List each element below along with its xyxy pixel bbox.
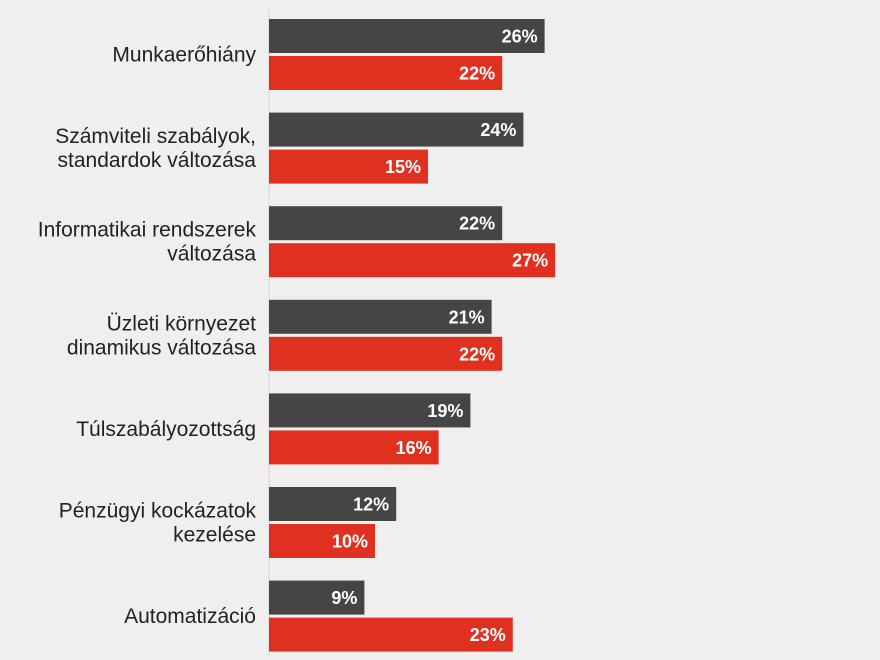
category-label-6-line2: kezelése: [173, 524, 256, 547]
data-label-series1-cat7: 9%: [331, 588, 357, 608]
category-label-3-line1: Informatikai rendszerek: [38, 219, 257, 242]
data-label-series1-cat3: 22%: [459, 214, 495, 234]
data-label-series2-cat5: 16%: [396, 438, 432, 458]
data-label-series2-cat6: 10%: [332, 532, 368, 552]
category-label-4-line2: dinamikus változása: [67, 336, 256, 359]
data-label-series2-cat2: 15%: [385, 157, 421, 177]
category-label-1: Munkaerőhiány: [112, 44, 256, 67]
category-label-5: Túlszabályozottság: [76, 418, 256, 441]
data-label-series2-cat7: 23%: [470, 625, 506, 645]
category-labels-group: Munkaerőhiány Számviteli szabályok,standa…: [38, 44, 257, 629]
data-label-series1-cat5: 19%: [427, 401, 463, 421]
category-label-4-line1: Üzleti környezet: [107, 312, 257, 335]
category-label-2-line2: standardok változása: [58, 149, 257, 172]
data-label-series2-cat3: 27%: [512, 251, 548, 271]
category-label-2-line1: Számviteli szabályok,: [55, 125, 256, 148]
data-label-series1-cat6: 12%: [353, 495, 389, 515]
category-label-7: Automatizáció: [124, 605, 256, 628]
data-label-series2-cat1: 22%: [459, 64, 495, 84]
category-label-3-line2: változása: [167, 243, 256, 266]
category-label-6-line1: Pénzügyi kockázatok: [59, 500, 257, 523]
data-label-series1-cat2: 24%: [480, 120, 516, 140]
bars-group: 26% 22% 24% 15% 22% 27% 21% 22% 19% 16% 12% 10% 9% 23…: [269, 19, 555, 652]
data-label-series1-cat4: 21%: [449, 307, 485, 327]
data-label-series2-cat4: 22%: [459, 344, 495, 364]
data-label-series1-cat1: 26%: [502, 27, 538, 47]
